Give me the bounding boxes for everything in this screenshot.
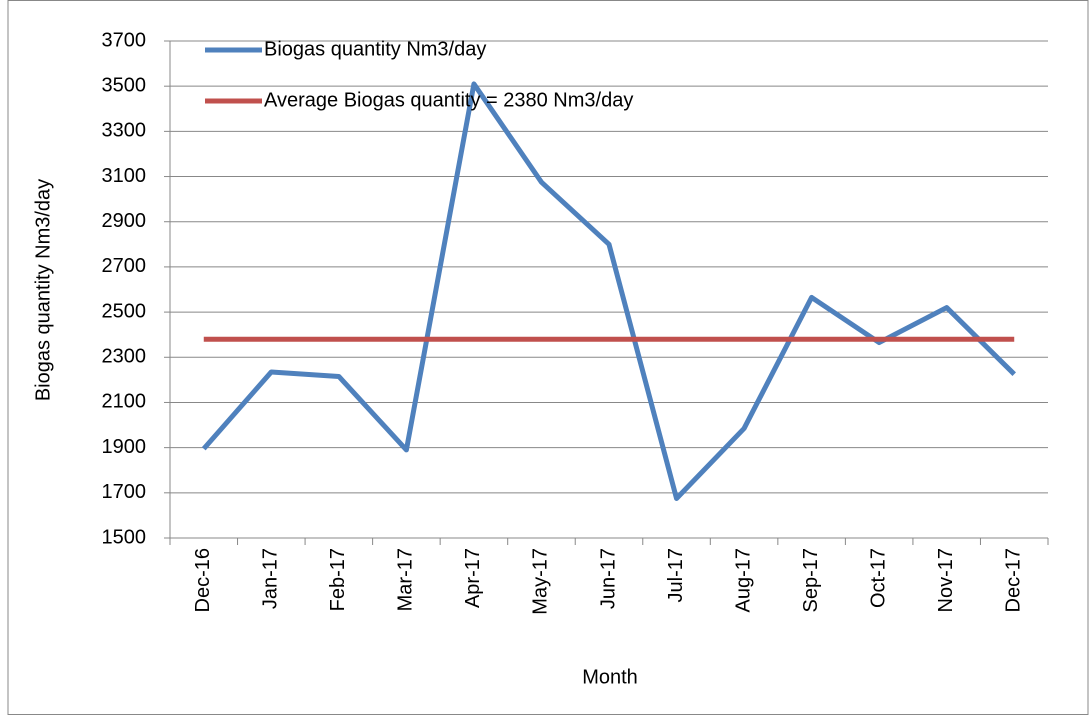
x-tick-label: May-17	[530, 548, 552, 615]
y-tick-label: 3300	[102, 120, 147, 142]
x-tick-label: Dec-17	[1003, 548, 1025, 612]
y-tick-label: 3700	[102, 29, 147, 51]
x-tick-label: Mar-17	[395, 548, 417, 611]
x-tick-label: Aug-17	[732, 548, 754, 613]
y-tick-label: 3500	[102, 74, 147, 96]
x-tick-label: Nov-17	[935, 548, 957, 612]
y-tick-label: 2700	[102, 255, 147, 277]
x-tick-label: Apr-17	[462, 548, 484, 608]
x-tick-label: Sep-17	[800, 548, 822, 613]
y-tick-label: 1500	[102, 526, 147, 548]
x-tick-label: Jun-17	[597, 548, 619, 609]
x-tick-label: Jul-17	[665, 548, 687, 602]
y-axis-label: Biogas quantity Nm3/day	[32, 179, 54, 401]
y-tick-label: 2300	[102, 346, 147, 368]
x-tick-label: Jan-17	[260, 548, 282, 609]
y-tick-label: 2900	[102, 210, 147, 232]
legend-label: Average Biogas quantity = 2380 Nm3/day	[264, 89, 633, 111]
y-tick-label: 2100	[102, 391, 147, 413]
x-tick-label: Oct-17	[867, 548, 889, 608]
y-tick-label: 1700	[102, 481, 147, 503]
x-tick-label: Dec-16	[192, 548, 214, 612]
x-tick-label: Feb-17	[327, 548, 349, 611]
y-tick-label: 2500	[102, 300, 147, 322]
y-tick-label: 3100	[102, 165, 147, 187]
legend-label: Biogas quantity Nm3/day	[264, 38, 486, 60]
series-line	[201, 81, 1016, 501]
x-axis-label: Month	[582, 666, 638, 688]
y-tick-label: 1900	[102, 436, 147, 458]
